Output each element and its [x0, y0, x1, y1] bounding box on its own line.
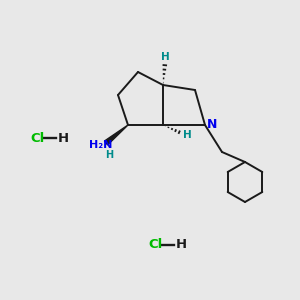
Text: N: N	[207, 118, 217, 130]
Text: H: H	[105, 150, 113, 160]
Text: H₂N: H₂N	[89, 140, 113, 150]
Text: H: H	[183, 130, 191, 140]
Text: H: H	[176, 238, 187, 251]
Polygon shape	[104, 125, 128, 145]
Text: Cl: Cl	[148, 238, 162, 251]
Text: H: H	[58, 131, 69, 145]
Text: Cl: Cl	[30, 131, 44, 145]
Text: H: H	[160, 52, 169, 62]
